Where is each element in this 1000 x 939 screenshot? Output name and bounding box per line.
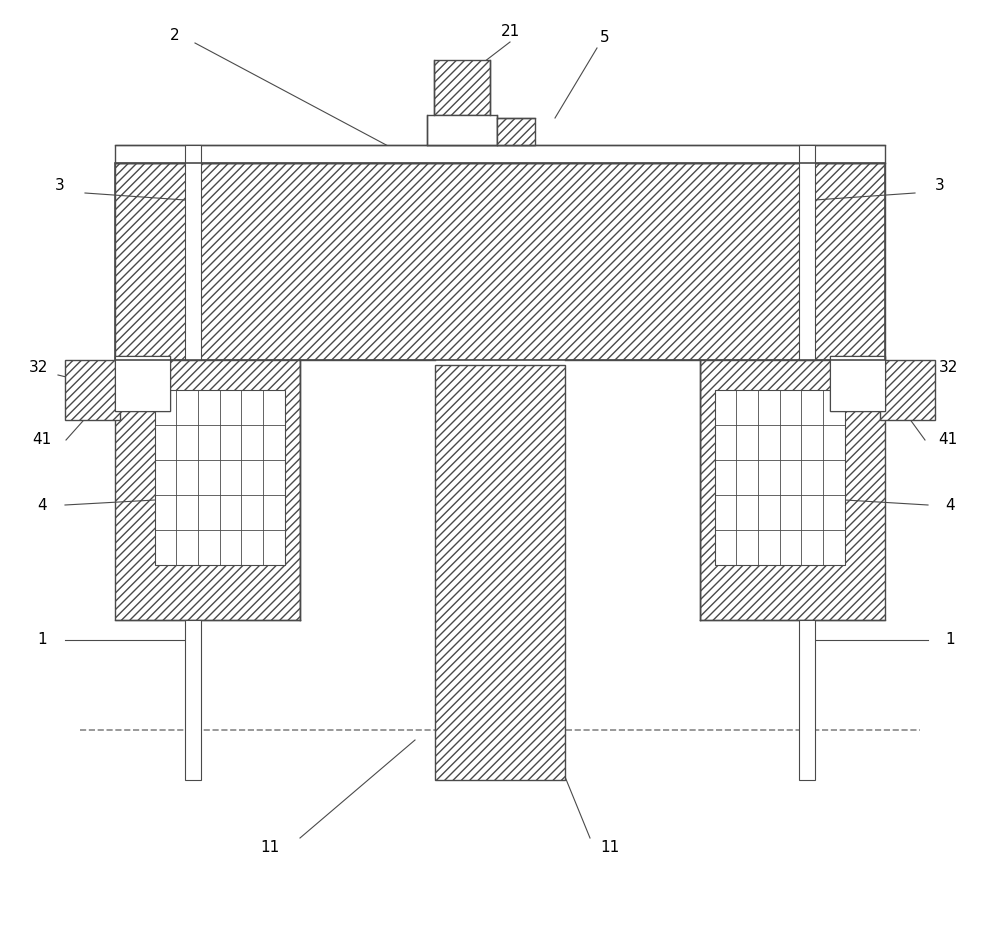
Text: 1: 1	[945, 633, 955, 648]
Text: 5: 5	[600, 30, 610, 45]
Bar	[115, 356, 170, 411]
Bar	[497, 118, 535, 145]
Bar	[155, 390, 285, 565]
Bar	[300, 360, 700, 620]
Bar	[115, 356, 170, 411]
Bar	[565, 360, 700, 620]
Text: 4: 4	[37, 498, 47, 513]
Text: 41: 41	[32, 433, 52, 448]
Bar	[799, 620, 815, 780]
Bar	[435, 365, 565, 780]
Text: 3: 3	[55, 177, 65, 192]
Text: 11: 11	[600, 840, 620, 855]
Bar	[830, 356, 885, 411]
Bar	[880, 360, 935, 420]
Bar	[115, 145, 885, 163]
Bar	[185, 145, 201, 360]
Bar	[65, 360, 120, 420]
Bar	[185, 620, 201, 780]
Bar	[115, 360, 300, 620]
Text: 2: 2	[170, 27, 180, 42]
Text: 3: 3	[935, 177, 945, 192]
Bar	[115, 163, 885, 360]
Bar	[434, 60, 490, 115]
Bar	[427, 115, 497, 145]
Text: 41: 41	[938, 433, 958, 448]
Text: 4: 4	[945, 498, 955, 513]
Text: 32: 32	[28, 361, 48, 376]
Text: 32: 32	[938, 361, 958, 376]
Bar	[830, 356, 885, 411]
Text: 11: 11	[260, 840, 280, 855]
Bar	[300, 360, 435, 620]
Text: 21: 21	[500, 24, 520, 39]
Bar	[700, 360, 885, 620]
Bar	[799, 145, 815, 360]
Text: 1: 1	[37, 633, 47, 648]
Bar	[715, 390, 845, 565]
Bar	[115, 163, 885, 360]
